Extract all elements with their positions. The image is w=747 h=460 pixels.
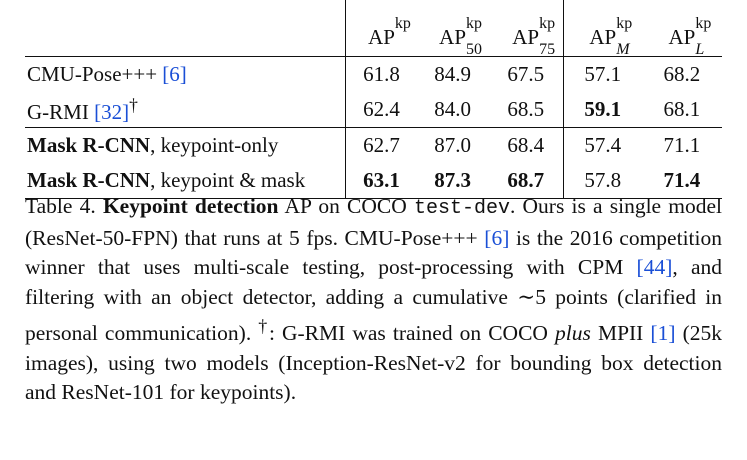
citation-link[interactable]: [6] (484, 225, 510, 250)
method-cell: Mask R-CNN, keypoint & mask (25, 163, 346, 199)
value-cell: 84.9 (434, 62, 471, 86)
value-cell: 68.1 (663, 97, 701, 121)
caption-title: Keypoint detection (102, 194, 279, 218)
value-cell: 59.1 (562, 92, 642, 128)
value-cell: 68.7 (488, 163, 564, 199)
table-row: G-RMI [32]† 62.4 84.0 68.5 59.1 68.1 (25, 92, 722, 128)
citation-link[interactable]: [6] (162, 62, 187, 86)
col-header-ap: AP kp (345, 0, 417, 57)
col-header-ap75: AP kp 75 (488, 0, 564, 58)
citation-link[interactable]: [32] (94, 99, 130, 124)
method-header (25, 0, 346, 57)
split-name: test-dev (413, 197, 510, 220)
dagger-mark: † (258, 316, 269, 336)
results-table-container: AP kp AP kp 50 AP kp 75 AP kp M AP kp L CMU-Pose+… (25, 0, 722, 199)
dagger-mark: † (129, 94, 138, 115)
col-header-apl: AP kp L (641, 0, 722, 58)
value-cell: 71.1 (641, 127, 722, 163)
value-cell: 71.4 (641, 163, 722, 199)
value-cell: 84.0 (434, 97, 471, 121)
table-row: Mask R-CNN, keypoint & mask 63.1 87.3 68… (25, 163, 722, 199)
table-header-row: AP kp AP kp 50 AP kp 75 AP kp M AP kp L (25, 0, 722, 58)
method-cell: CMU-Pose+++ [6] (27, 62, 187, 86)
value-cell: 67.5 (507, 62, 545, 86)
col-header-apm: AP kp M (562, 0, 642, 58)
value-cell: 87.0 (416, 127, 489, 163)
table-caption: Table 4. Keypoint detection AP on COCO t… (25, 194, 722, 405)
table-row: Mask R-CNN, keypoint-only 62.7 87.0 68.4… (25, 127, 722, 163)
value-cell: 68.5 (507, 97, 545, 121)
value-cell: 61.8 (345, 56, 417, 92)
method-cell: Mask R-CNN, keypoint-only (25, 127, 346, 163)
value-cell: 57.8 (562, 163, 642, 199)
value-cell: 68.4 (488, 127, 564, 163)
table-row: CMU-Pose+++ [6] 61.8 84.9 67.5 57.1 68.2 (25, 56, 722, 92)
value-cell: 57.1 (562, 56, 642, 92)
caption-label: Table 4. (25, 194, 96, 218)
value-cell: 63.1 (345, 163, 417, 199)
value-cell: 62.4 (345, 92, 417, 128)
citation-link[interactable]: [1] (650, 321, 676, 346)
method-cell: G-RMI [32]† (27, 94, 138, 124)
col-header-ap50: AP kp 50 (416, 0, 489, 58)
value-cell: 87.3 (416, 163, 489, 199)
citation-link[interactable]: [44] (636, 255, 673, 279)
value-cell: 68.2 (663, 62, 701, 86)
value-cell: 57.4 (562, 127, 642, 163)
value-cell: 62.7 (345, 127, 417, 163)
keypoint-results-table: AP kp AP kp 50 AP kp 75 AP kp M AP kp L CMU-Pose+… (25, 0, 722, 199)
